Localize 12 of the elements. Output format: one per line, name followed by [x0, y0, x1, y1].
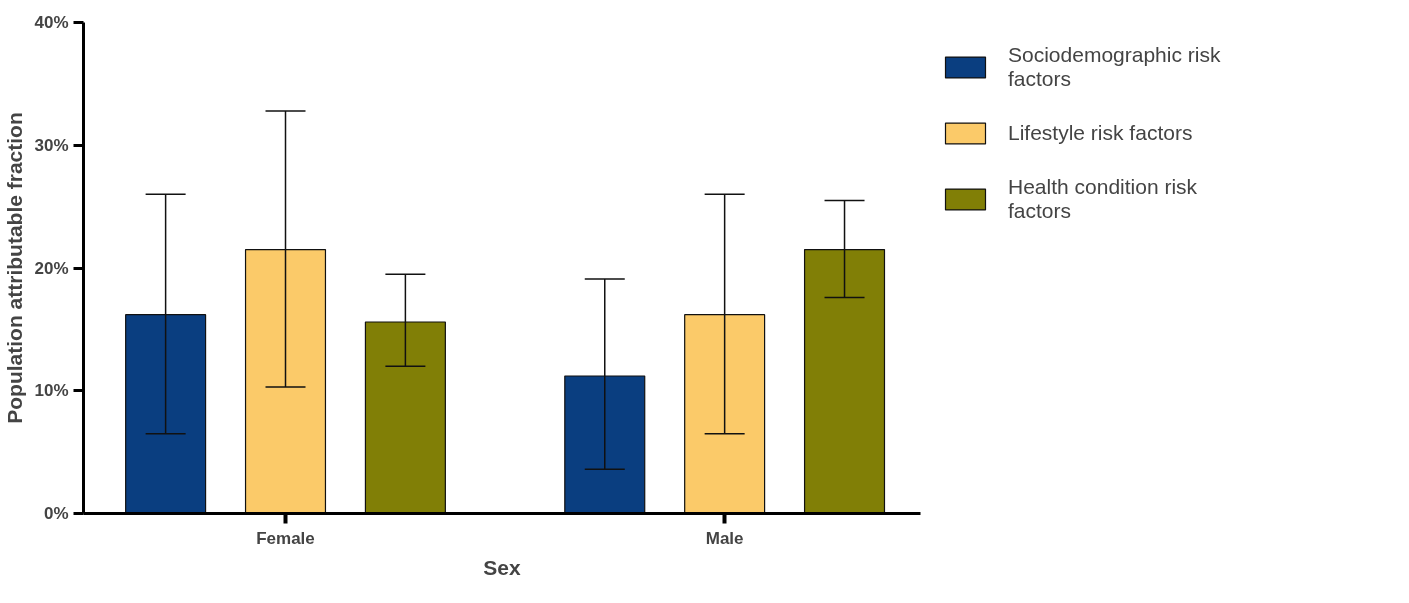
legend-label: Health condition risk factors [1008, 174, 1198, 224]
y-tick-label: 30% [34, 135, 69, 155]
legend-label: Sociodemographic risk factors [1008, 42, 1221, 92]
legend-label: Lifestyle risk factors [1008, 120, 1193, 146]
y-axis-title: Population attributable fraction [3, 112, 27, 424]
x-tick-label: Female [256, 528, 315, 548]
y-tick-label: 20% [34, 258, 69, 278]
y-tick-label: 10% [34, 381, 69, 401]
y-tick-label: 40% [34, 13, 69, 32]
x-axis-title: Sex [483, 555, 521, 579]
y-tick-label: 0% [43, 504, 69, 523]
x-tick-label: Male [705, 528, 744, 548]
